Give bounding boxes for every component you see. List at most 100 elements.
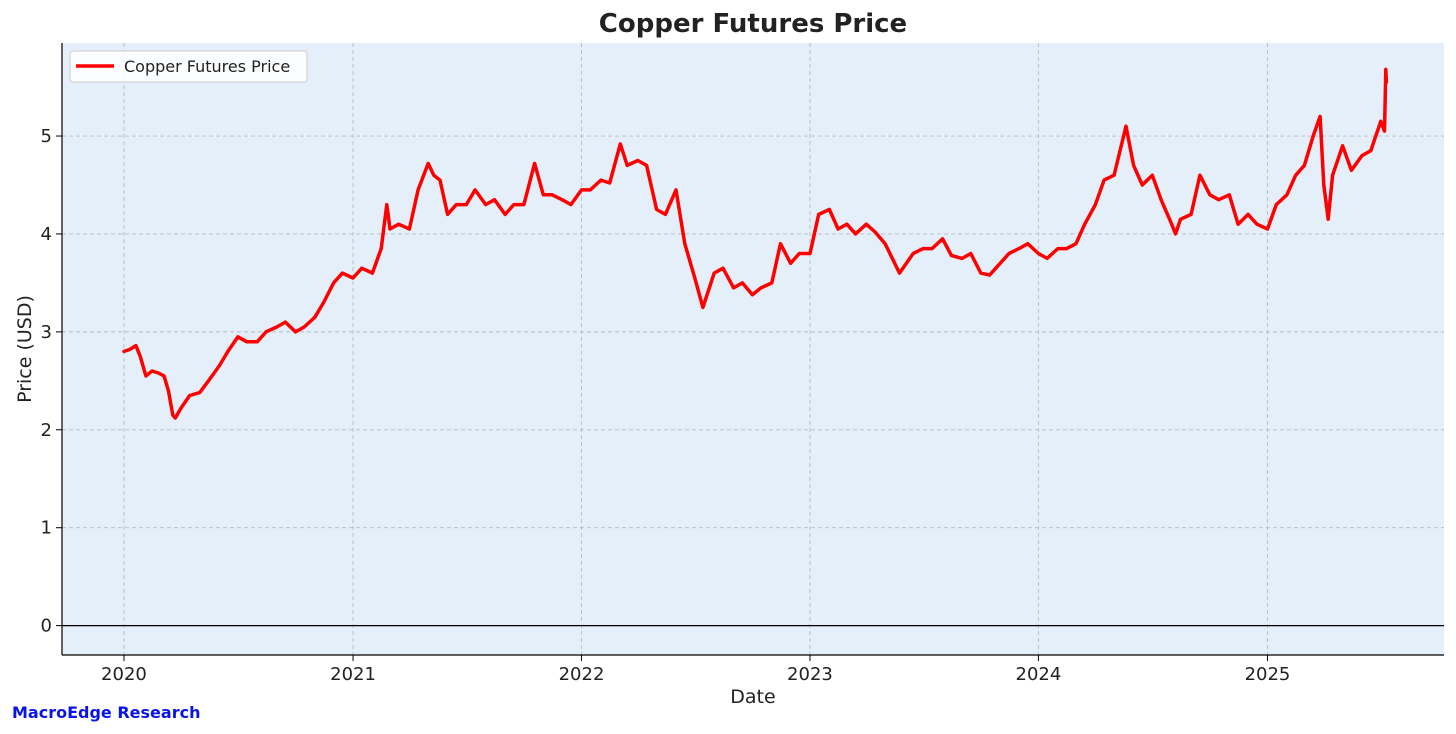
data-point	[741, 282, 744, 284]
data-point	[675, 189, 677, 191]
data-point	[1132, 164, 1135, 167]
data-point	[1303, 164, 1306, 167]
x-axis-ticks: 2020 2021 2022 2023 2024 2025	[101, 655, 1290, 685]
data-point	[1247, 213, 1249, 216]
x-tick-label: 2024	[1016, 664, 1062, 685]
data-point	[167, 389, 170, 392]
data-point	[198, 391, 201, 394]
data-point	[265, 331, 267, 333]
data-point	[474, 189, 476, 191]
data-point	[1275, 203, 1278, 206]
data-point	[284, 321, 287, 323]
data-point	[1027, 242, 1029, 245]
data-point	[608, 182, 611, 184]
data-point	[433, 174, 435, 176]
data-point	[123, 350, 125, 353]
plot-area	[62, 43, 1444, 655]
data-point	[1125, 125, 1127, 127]
data-point	[722, 267, 724, 270]
y-tick-label: 5	[41, 126, 52, 147]
data-point	[931, 247, 933, 250]
data-point	[352, 277, 354, 279]
data-point	[1190, 213, 1192, 216]
data-point	[988, 274, 991, 276]
data-point	[380, 247, 383, 250]
data-point	[1160, 198, 1162, 201]
data-point	[172, 414, 174, 416]
data-point	[294, 331, 297, 333]
data-point	[157, 372, 160, 374]
data-point	[1083, 223, 1086, 225]
x-tick-label: 2022	[559, 664, 605, 685]
data-point	[970, 252, 972, 255]
data-point	[145, 375, 147, 377]
data-point	[884, 242, 886, 245]
y-tick-label: 1	[41, 518, 52, 539]
data-point	[135, 344, 137, 347]
data-point	[961, 257, 963, 260]
data-point	[1385, 81, 1388, 83]
data-point	[1319, 115, 1321, 118]
data-point	[798, 252, 801, 255]
data-point	[188, 394, 191, 397]
data-point	[256, 340, 259, 343]
data-point	[218, 365, 220, 367]
y-axis-ticks: 0 1 2 3 4 5	[41, 126, 62, 637]
data-point	[163, 375, 165, 377]
x-tick-label: 2021	[330, 664, 376, 685]
data-point	[1057, 247, 1059, 250]
data-point	[789, 262, 792, 265]
data-point	[227, 350, 229, 353]
data-point	[542, 194, 545, 196]
data-point	[427, 162, 430, 165]
y-tick-label: 2	[41, 420, 52, 441]
data-point	[865, 223, 868, 225]
data-point	[846, 223, 848, 225]
data-point	[760, 287, 762, 289]
data-point	[828, 208, 831, 211]
data-point	[1312, 135, 1314, 137]
data-point	[771, 282, 773, 284]
data-point	[484, 203, 487, 206]
data-point	[664, 213, 667, 216]
data-point	[684, 242, 686, 245]
data-point	[1294, 174, 1297, 176]
data-point	[619, 143, 622, 145]
data-point	[1350, 169, 1353, 172]
data-point	[589, 189, 592, 191]
data-point	[1370, 149, 1372, 152]
x-tick-label: 2020	[101, 664, 147, 685]
data-point	[386, 203, 388, 206]
y-axis-label: Price (USD)	[14, 295, 36, 403]
data-point	[1217, 198, 1220, 201]
data-point	[1327, 218, 1329, 221]
data-point	[1286, 194, 1288, 196]
data-point	[1361, 154, 1363, 157]
data-point	[551, 194, 553, 196]
y-tick-label: 3	[41, 322, 52, 343]
data-point	[779, 242, 782, 245]
data-point	[570, 203, 572, 206]
data-point	[504, 213, 506, 216]
data-point	[999, 262, 1001, 265]
data-point	[207, 380, 210, 382]
data-point	[1228, 194, 1231, 196]
data-point	[941, 238, 944, 240]
data-point	[408, 228, 411, 230]
data-point	[455, 203, 458, 206]
data-point	[950, 254, 953, 257]
data-point	[1037, 252, 1040, 255]
data-point	[180, 407, 182, 410]
data-point	[561, 198, 563, 201]
data-point	[237, 336, 239, 338]
brand-label: MacroEdge Research	[12, 703, 201, 722]
data-point	[303, 326, 306, 328]
data-point	[1237, 223, 1239, 225]
data-point	[493, 198, 496, 201]
data-point	[809, 252, 811, 255]
data-point	[817, 213, 820, 216]
data-point	[322, 301, 325, 304]
data-point	[513, 203, 515, 206]
data-point	[1018, 247, 1020, 250]
legend-box	[69, 50, 308, 83]
